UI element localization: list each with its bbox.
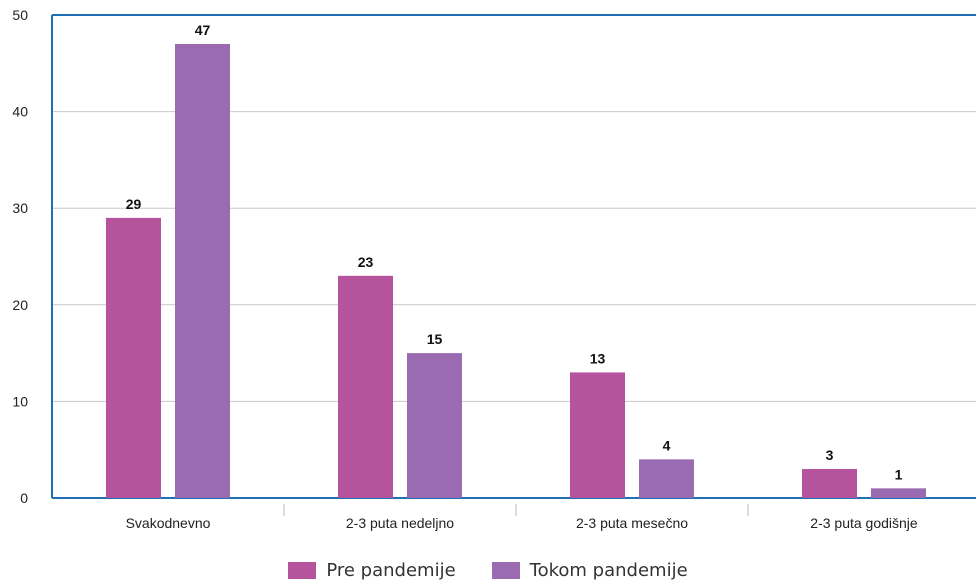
y-tick-label-50: 50 [12,7,28,23]
legend-swatch-tokom-pandemije [491,562,520,579]
legend-label-tokom-pandemije: Tokom pandemije [529,560,688,581]
legend-item-tokom-pandemije: Tokom pandemije [491,560,688,581]
data-label-pre-pandemije-2-3-puta-nedeljno: 23 [358,254,374,270]
legend-item-pre-pandemije: Pre pandemije [288,560,456,581]
bar-pre-pandemije-svakodnevno [106,217,161,499]
y-tick-label-20: 20 [12,297,28,313]
y-tick-label-10: 10 [12,393,28,409]
bar-tokom-pandemije-2-3-puta-mesecno [639,459,694,498]
data-label-tokom-pandemije-2-3-puta-mesecno: 4 [663,437,671,453]
x-tick-label-2-3-puta-mesecno: 2-3 puta mesečno [576,515,688,531]
data-label-pre-pandemije-svakodnevno: 29 [126,196,142,212]
x-tick-label-2-3-puta-nedeljno: 2-3 puta nedeljno [346,515,454,531]
data-label-tokom-pandemije-2-3-puta-godisnje: 1 [895,466,903,482]
bar-tokom-pandemije-2-3-puta-godisnje [871,488,926,498]
legend: Pre pandemije Tokom pandemije [0,560,976,581]
data-label-pre-pandemije-2-3-puta-mesecno: 13 [590,350,606,366]
x-tick-label-2-3-puta-godisnje: 2-3 puta godišnje [810,515,918,531]
data-label-pre-pandemije-2-3-puta-godisnje: 3 [826,447,834,463]
data-label-tokom-pandemije-2-3-puta-nedeljno: 15 [427,331,443,347]
y-tick-label-0: 0 [20,490,28,506]
legend-swatch-pre-pandemije [288,562,317,579]
bar-pre-pandemije-2-3-puta-nedeljno [338,275,393,498]
y-tick-label-30: 30 [12,200,28,216]
bar-pre-pandemije-2-3-puta-godisnje [802,469,857,498]
legend-label-pre-pandemije: Pre pandemije [326,560,456,581]
bar-tokom-pandemije-2-3-puta-nedeljno [407,353,462,498]
y-tick-label-40: 40 [12,104,28,120]
bar-tokom-pandemije-svakodnevno [175,43,230,498]
x-tick-label-svakodnevno: Svakodnevno [126,515,211,531]
data-label-tokom-pandemije-svakodnevno: 47 [195,22,211,38]
bar-pre-pandemije-2-3-puta-mesecno [570,372,625,498]
